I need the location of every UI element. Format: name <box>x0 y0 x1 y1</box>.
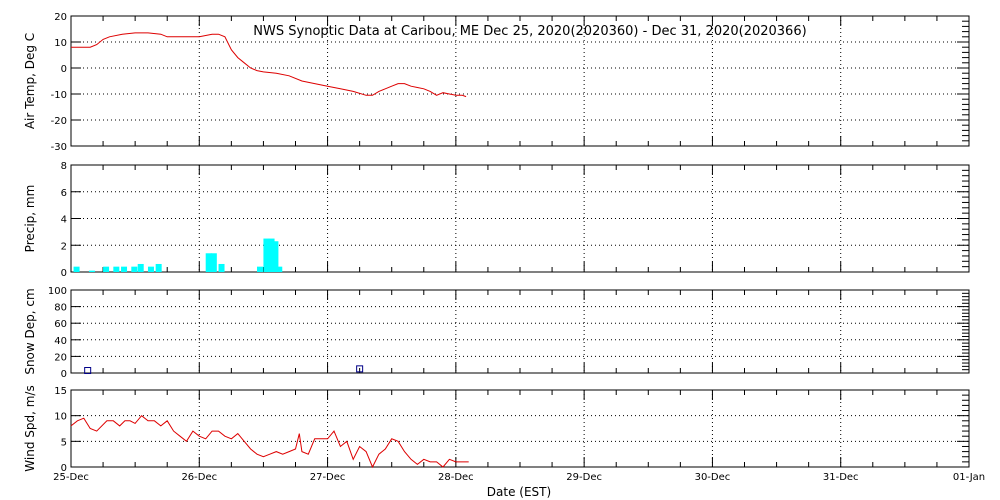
y-tick-label: -20 <box>51 116 67 127</box>
y-tick-label: 10 <box>54 38 67 49</box>
x-tick-label: 29-Dec <box>566 472 602 483</box>
x-axis-label: Date (EST) <box>487 485 551 499</box>
panel-snow-depth: 100 80 60 40 20 0 Snow Dep, cm <box>23 286 970 380</box>
bar-precip <box>113 266 120 272</box>
panel-air-temp: 20 10 0 -10 -20 -30 Air Temp, Deg C <box>23 12 970 153</box>
bar-precip <box>103 266 110 272</box>
bar-precip <box>218 263 225 272</box>
y-tick-label: 10 <box>54 412 67 423</box>
y-tick-label: -30 <box>51 142 67 153</box>
y-tick-label: 100 <box>48 286 67 297</box>
bar-precip <box>272 241 279 272</box>
point-snow-depth <box>84 367 92 375</box>
bar-precip <box>205 253 212 272</box>
y-axis-label-air-temp: Air Temp, Deg C <box>23 33 37 129</box>
bar-precip <box>147 266 154 272</box>
y-tick-label: 40 <box>54 336 67 347</box>
panel-frame <box>70 289 970 374</box>
bar-precip <box>88 270 95 272</box>
bar-precip <box>73 266 80 272</box>
y-axis-label-wind-speed: Wind Spd, m/s <box>23 385 37 471</box>
y-axis-label-snow-depth: Snow Dep, cm <box>23 288 37 374</box>
chart-title: NWS Synoptic Data at Caribou, ME Dec 25,… <box>253 24 806 39</box>
y-tick-label: 20 <box>54 12 67 23</box>
y-tick-label: 20 <box>54 352 67 363</box>
x-tick-label: 28-Dec <box>438 472 474 483</box>
x-tick-label: 25-Dec <box>53 472 89 483</box>
panel-precip: 8 6 4 2 0 Precip, mm <box>23 161 970 279</box>
y-tick-label: 0 <box>61 463 67 474</box>
series-line-air-temp <box>71 32 467 98</box>
panel-frame <box>70 389 970 468</box>
x-tick-label: 01-Jan <box>953 472 985 483</box>
y-tick-label: 8 <box>61 161 67 172</box>
bar-precip <box>210 253 217 272</box>
bar-precip <box>131 266 138 272</box>
x-tick-label: 31-Dec <box>823 472 859 483</box>
y-axis-label-precip: Precip, mm <box>23 185 37 253</box>
y-tick-label: 60 <box>54 319 67 330</box>
y-tick-label: 0 <box>61 64 67 75</box>
bar-precip <box>268 238 275 272</box>
point-snow-depth <box>356 365 364 373</box>
y-tick-label: 80 <box>54 303 67 314</box>
y-tick-label: 2 <box>61 241 67 252</box>
bar-precip <box>137 263 144 272</box>
bar-precip <box>263 238 270 272</box>
y-tick-label: 5 <box>61 437 67 448</box>
bar-precip <box>257 266 264 272</box>
panel-wind-speed: 15 10 5 0 Wind Spd, m/s <box>23 385 970 474</box>
x-tick-label: 30-Dec <box>695 472 731 483</box>
y-tick-label: -10 <box>51 90 67 101</box>
y-tick-label: 0 <box>61 268 67 279</box>
y-tick-label: 4 <box>61 215 67 226</box>
y-tick-label: 0 <box>61 369 67 380</box>
y-tick-label: 15 <box>54 386 67 397</box>
bar-precip <box>155 263 162 272</box>
bar-precip <box>121 266 128 272</box>
bar-precip <box>276 266 283 272</box>
y-tick-label: 6 <box>61 188 67 199</box>
series-line-wind-speed <box>70 415 469 469</box>
x-tick-label: 26-Dec <box>181 472 217 483</box>
x-tick-label: 27-Dec <box>310 472 346 483</box>
